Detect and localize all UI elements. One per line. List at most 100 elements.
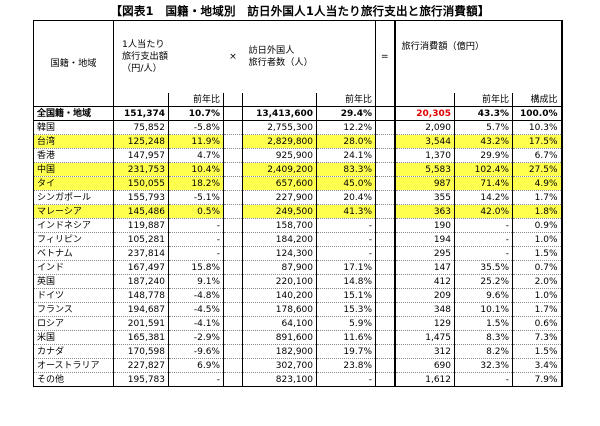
cell-spend: 227,827 (113, 358, 169, 373)
table-row: ロシア 201,591 -4.1% 64,100 5.9% 129 1.5% 0.6% (33, 316, 563, 331)
cell-gap (223, 120, 243, 135)
cell-consumption: 690 (393, 358, 455, 373)
cell-visitors: 158,700 (242, 218, 317, 233)
cell-country: ロシア (33, 316, 114, 331)
cell-country: 韓国 (33, 120, 114, 135)
cell-visitors-yoy: 24.1% (316, 148, 376, 163)
cell-share: 1.0% (512, 288, 563, 303)
cell-visitors-yoy: 29.4% (316, 106, 376, 121)
cell-visitors: 2,829,800 (242, 134, 317, 149)
cell-consumption-yoy: 9.6% (454, 288, 513, 303)
cell-spend-yoy: 4.7% (168, 148, 224, 163)
cell-spend: 167,497 (113, 260, 169, 275)
cell-consumption: 412 (393, 274, 455, 289)
cell-visitors-yoy: 20.4% (316, 190, 376, 205)
cell-share: 7.3% (512, 330, 563, 345)
cell-consumption-yoy: 71.4% (454, 176, 513, 191)
cell-spend: 195,783 (113, 372, 169, 387)
cell-spend: 150,055 (113, 176, 169, 191)
cell-gap (375, 134, 395, 149)
table-row: フランス 194,687 -4.5% 178,600 15.3% 348 10.1% 1.7% (33, 302, 563, 317)
cell-share: 7.9% (512, 372, 563, 387)
cell-consumption: 355 (393, 190, 455, 205)
cell-share: 2.0% (512, 274, 563, 289)
table-row: カナダ 170,598 -9.6% 182,900 19.7% 312 8.2% 1.5% (33, 344, 563, 359)
cell-visitors: 182,900 (242, 344, 317, 359)
cell-gap (223, 176, 243, 191)
cell-visitors-yoy: 17.1% (316, 260, 376, 275)
cell-spend: 165,381 (113, 330, 169, 345)
cell-spend-yoy: 15.8% (168, 260, 224, 275)
cell-country: その他 (33, 372, 114, 387)
cell-visitors: 657,600 (242, 176, 317, 191)
cell-spend: 194,687 (113, 302, 169, 317)
cell-gap (223, 330, 243, 345)
cell-country: フランス (33, 302, 114, 317)
travel-expenditure-table: 国籍・地域 1人当たり 旅行支出額 （円/人） × 訪日外国人 旅行者数（人） … (33, 20, 563, 387)
cell-share: 3.4% (512, 358, 563, 373)
cell-consumption: 209 (393, 288, 455, 303)
table-row: オーストラリア 227,827 6.9% 302,700 23.8% 690 32.3% 3.… (33, 358, 563, 373)
cell-consumption-yoy: - (454, 246, 513, 261)
cell-share: 1.5% (512, 344, 563, 359)
cell-consumption: 190 (393, 218, 455, 233)
cell-gap (375, 162, 395, 177)
subheader-visitors-yoy: 前年比 (316, 93, 376, 107)
cell-consumption-yoy: - (454, 232, 513, 247)
cell-consumption-yoy: 25.2% (454, 274, 513, 289)
cell-spend-yoy: - (168, 218, 224, 233)
multiply-sign: × (223, 20, 243, 93)
cell-gap (223, 134, 243, 149)
cell-spend: 147,957 (113, 148, 169, 163)
table-row: 全国籍・地域 151,374 10.7% 13,413,600 29.4% 20,305 4… (33, 106, 563, 121)
cell-country: シンガポール (33, 190, 114, 205)
cell-spend-yoy: 18.2% (168, 176, 224, 191)
cell-share: 27.5% (512, 162, 563, 177)
cell-spend-yoy: -9.6% (168, 344, 224, 359)
cell-spend-yoy: 0.5% (168, 204, 224, 219)
cell-visitors-yoy: 23.8% (316, 358, 376, 373)
cell-gap (375, 232, 395, 247)
cell-gap (223, 274, 243, 289)
cell-visitors-yoy: 41.3% (316, 204, 376, 219)
cell-consumption: 2,090 (393, 120, 455, 135)
cell-country: フィリピン (33, 232, 114, 247)
cell-gap (375, 106, 395, 121)
table-row: マレーシア 145,486 0.5% 249,500 41.3% 363 42.0% 1.8% (33, 204, 563, 219)
cell-consumption: 295 (393, 246, 455, 261)
cell-spend-yoy: -4.5% (168, 302, 224, 317)
cell-gap (223, 246, 243, 261)
cell-spend: 155,793 (113, 190, 169, 205)
cell-consumption-yoy: 5.7% (454, 120, 513, 135)
cell-share: 1.5% (512, 246, 563, 261)
cell-share: 1.7% (512, 190, 563, 205)
cell-visitors: 2,755,300 (242, 120, 317, 135)
cell-country: 中国 (33, 162, 114, 177)
cell-spend-yoy: 10.4% (168, 162, 224, 177)
cell-country: 英国 (33, 274, 114, 289)
cell-consumption-yoy: - (454, 372, 513, 387)
cell-gap (223, 302, 243, 317)
cell-visitors-yoy: 28.0% (316, 134, 376, 149)
cell-gap (223, 232, 243, 247)
header-consumption: 旅行消費額（億円） (393, 20, 563, 93)
cell-consumption-yoy: - (454, 218, 513, 233)
cell-spend-yoy: 10.7% (168, 106, 224, 121)
subheader-row: 前年比 前年比 前年比 構成比 (34, 93, 563, 107)
cell-consumption: 987 (393, 176, 455, 191)
cell-gap (375, 358, 395, 373)
cell-consumption: 348 (393, 302, 455, 317)
cell-consumption: 312 (393, 344, 455, 359)
cell-spend: 75,852 (113, 120, 169, 135)
cell-country: インド (33, 260, 114, 275)
cell-visitors: 925,900 (242, 148, 317, 163)
cell-visitors-yoy: - (316, 246, 376, 261)
cell-spend-yoy: -4.1% (168, 316, 224, 331)
cell-spend: 145,486 (113, 204, 169, 219)
cell-country: 全国籍・地域 (33, 106, 114, 121)
cell-gap (375, 372, 395, 387)
cell-share: 100.0% (512, 106, 563, 121)
cell-gap (375, 316, 395, 331)
cell-spend: 237,814 (113, 246, 169, 261)
table-title: 【図表1 国籍・地域別 訪日外国人1人当たり旅行支出と旅行消費額】 (110, 4, 490, 18)
